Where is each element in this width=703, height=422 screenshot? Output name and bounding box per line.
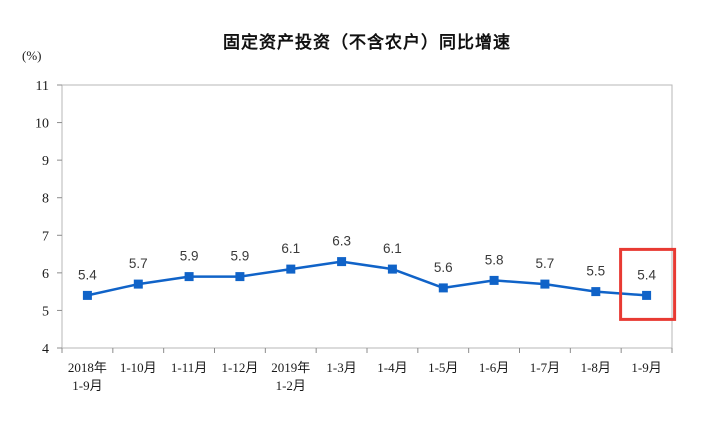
data-point-marker (337, 257, 347, 267)
data-label: 5.9 (180, 249, 199, 264)
x-tick-label: 2018年 (68, 360, 107, 375)
data-label: 5.5 (586, 264, 605, 279)
data-point-marker (489, 275, 499, 285)
chart-title: 固定资产投资（不含农户）同比增速 (223, 33, 511, 52)
x-tick-label: 1-9月 (631, 360, 661, 375)
data-point-marker (387, 264, 397, 274)
x-tick-label: 1-10月 (120, 360, 157, 375)
y-tick-label: 6 (42, 267, 49, 282)
data-label: 5.9 (231, 249, 250, 264)
data-point-marker (184, 272, 194, 282)
x-tick-label: 1-12月 (221, 360, 258, 375)
y-tick-label: 11 (36, 79, 49, 94)
y-tick-label: 5 (42, 304, 49, 319)
data-label: 6.3 (332, 234, 351, 249)
data-label: 5.7 (536, 256, 555, 271)
x-tick-label: 1-4月 (377, 360, 407, 375)
data-label: 6.1 (281, 241, 300, 256)
series-line (87, 260, 647, 297)
x-tick-label: 1-7月 (530, 360, 560, 375)
y-axis-unit-label: (%) (22, 48, 42, 63)
data-label: 6.1 (383, 241, 402, 256)
data-point-marker (82, 290, 92, 300)
data-point-marker (438, 283, 448, 293)
x-tick-label: 1-3月 (326, 360, 356, 375)
data-point-marker (133, 279, 143, 289)
x-tick-label: 1-11月 (171, 360, 207, 375)
y-tick-label: 4 (42, 342, 49, 357)
data-label: 5.4 (78, 267, 97, 282)
data-point-marker (286, 264, 296, 274)
data-label: 5.4 (637, 267, 656, 282)
data-point-marker (591, 287, 601, 297)
x-tick-label: 1-8月 (581, 360, 611, 375)
x-tick-label: 1-5月 (428, 360, 458, 375)
data-point-marker (235, 272, 245, 282)
y-tick-label: 7 (42, 229, 49, 244)
highlight-box (619, 247, 677, 321)
x-tick-label: 2019年 (271, 360, 310, 375)
data-point-marker (642, 290, 652, 300)
x-tick-label: 1-6月 (479, 360, 509, 375)
y-tick-label: 9 (42, 154, 49, 169)
data-label: 5.6 (434, 260, 453, 275)
data-label: 5.7 (129, 256, 148, 271)
x-tick-label: 1-2月 (276, 378, 306, 393)
x-tick-label: 1-9月 (72, 378, 102, 393)
data-point-marker (540, 279, 550, 289)
data-label: 5.8 (485, 252, 504, 267)
y-tick-label: 10 (35, 117, 49, 132)
y-tick-label: 8 (42, 192, 49, 207)
